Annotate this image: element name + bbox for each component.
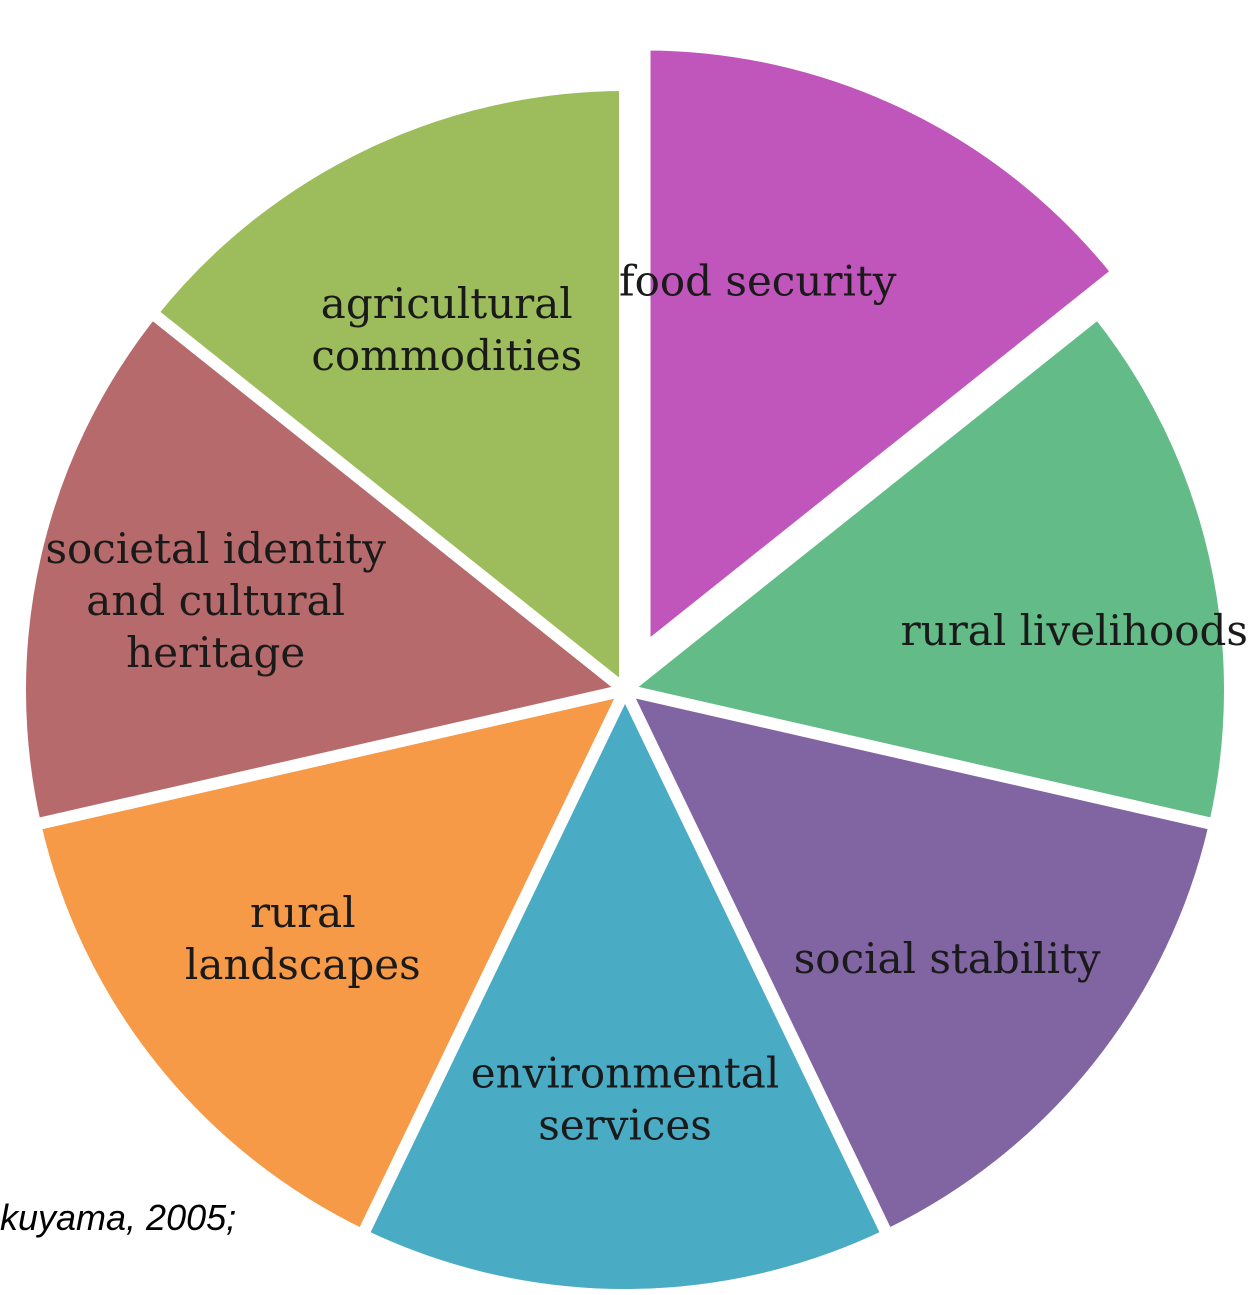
pie-label-rural-livelihoods: rural livelihoods xyxy=(901,606,1248,655)
pie-label-line: commodities xyxy=(311,331,582,380)
pie-slice-agricultural-commodities xyxy=(143,78,631,703)
pie-label-line: services xyxy=(538,1100,712,1149)
pie-label-rural-landscapes: rural landscapes xyxy=(185,888,421,989)
pie-label-social-stability: social stability xyxy=(794,934,1101,983)
pie-slices xyxy=(14,38,1236,1295)
pie-label-societal-identity-and-cultural-heritage: societal identity and cultural heritage xyxy=(45,524,386,677)
pie-label-food-security: food security xyxy=(619,257,897,306)
pie-slice-societal-identity-and-cultural-heritage xyxy=(14,304,639,832)
pie-label-line: societal identity xyxy=(45,524,386,573)
pie-label-line: food security xyxy=(619,257,897,306)
pie-slice-food-security xyxy=(638,38,1126,662)
pie-label-line: social stability xyxy=(794,934,1101,983)
pie-slice-rural-landscapes xyxy=(27,681,636,1244)
pie-label-agricultural-commodities: agricultural commodities xyxy=(311,279,582,380)
pie-labels: food security rural livelihoods social sta… xyxy=(45,257,1248,1150)
pie-label-line: landscapes xyxy=(185,940,421,989)
pie-label-line: heritage xyxy=(126,628,305,677)
pie-label-line: environmental xyxy=(471,1048,780,1097)
pie-label-line: rural livelihoods xyxy=(901,606,1248,655)
citation-caption: kuyama, 2005; xyxy=(0,1197,237,1238)
pie-label-line: rural xyxy=(250,888,356,937)
pie-label-line: agricultural xyxy=(321,279,573,328)
pie-label-environmental-services: environmental services xyxy=(471,1048,780,1149)
pie-slice-rural-livelihoods xyxy=(611,304,1236,832)
pie-slice-social-stability xyxy=(614,681,1223,1244)
pie-label-line: and cultural xyxy=(86,576,345,625)
